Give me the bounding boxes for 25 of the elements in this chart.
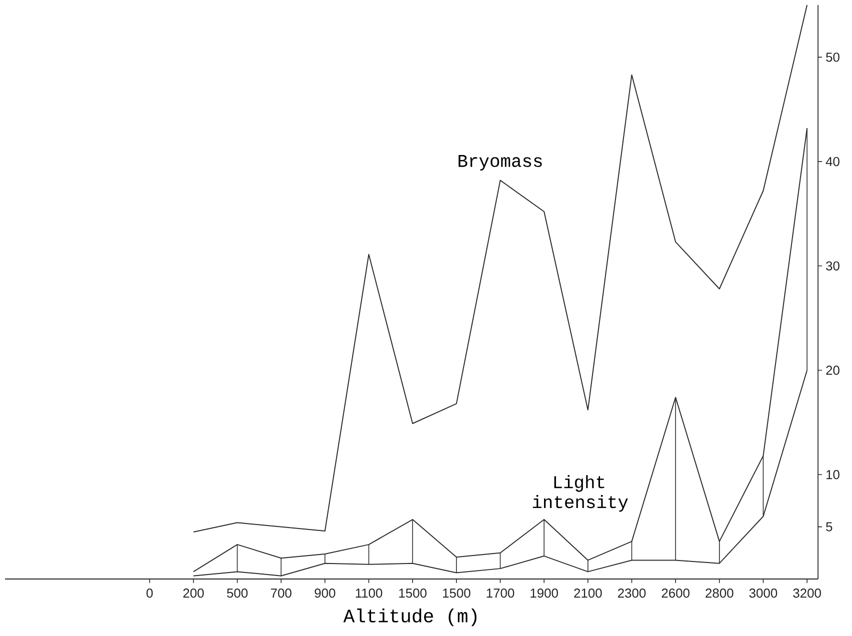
x-tick-label: 1700 [486, 588, 514, 598]
y-tick-label: 40 [826, 156, 840, 166]
x-tick-label: 200 [183, 588, 204, 598]
x-tick-label: 1900 [530, 588, 558, 598]
x-tick-label: 1100 [356, 588, 382, 598]
x-tick-label: 2800 [706, 588, 734, 598]
y-tick-label: 30 [826, 261, 840, 270]
x-tick-label: 500 [227, 588, 248, 598]
x-tick-label: 2300 [618, 588, 646, 598]
y-tick-label: 10 [826, 470, 840, 480]
x-tick-label: 2100 [574, 588, 602, 598]
y-tick-label: 50 [826, 52, 840, 62]
y-tick-label: 20 [826, 366, 840, 375]
series-label: Light intensity [532, 475, 628, 512]
x-axis-title: Altitude (m) [343, 608, 476, 626]
y-tick-label: 5 [826, 522, 832, 532]
x-tick-label: 1500 [443, 588, 470, 598]
x-tick-label: 2600 [662, 588, 690, 598]
x-tick-label: 900 [314, 588, 336, 598]
x-tick-label: 3000 [749, 588, 778, 598]
x-tick-label: 3200 [793, 588, 821, 598]
x-tick-label: 700 [270, 588, 292, 598]
x-tick-label: 1500 [399, 588, 426, 598]
series-label: Bryomass [458, 155, 542, 171]
x-tick-label: 0 [146, 588, 153, 598]
